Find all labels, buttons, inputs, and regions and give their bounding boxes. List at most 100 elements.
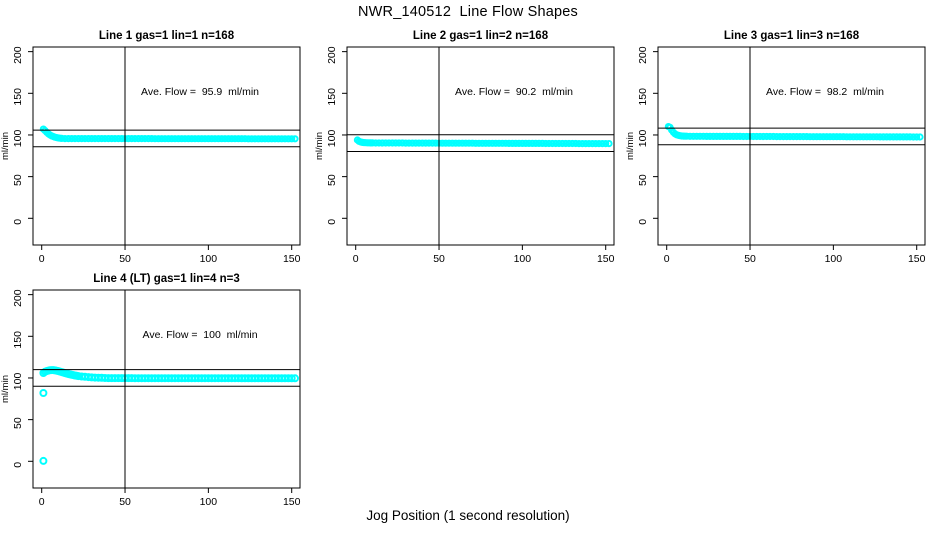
data-point bbox=[408, 139, 416, 147]
data-point bbox=[84, 135, 93, 143]
data-point bbox=[392, 139, 400, 147]
data-point bbox=[839, 133, 848, 141]
panel-1: Line 1 gas=1 lin=1 n=168 0 50 100 150 200 0 50 1… bbox=[0, 30, 301, 265]
data-point bbox=[91, 135, 99, 143]
data-point bbox=[719, 132, 728, 140]
data-point bbox=[231, 135, 239, 143]
y-tick-label: 150 bbox=[637, 88, 649, 106]
data-point bbox=[575, 140, 583, 148]
data-point bbox=[505, 139, 513, 147]
data-point bbox=[372, 139, 380, 147]
data-point bbox=[291, 374, 299, 383]
data-point bbox=[819, 133, 828, 141]
plot-frame bbox=[657, 46, 926, 246]
panel-title: Line 4 (LT) gas=1 lin=4 n=3 bbox=[93, 273, 239, 285]
data-point bbox=[482, 139, 490, 147]
data-point bbox=[763, 132, 771, 141]
data-point bbox=[104, 135, 113, 143]
data-point bbox=[124, 135, 132, 143]
data-point bbox=[568, 139, 577, 148]
data-point bbox=[194, 135, 202, 143]
y-tick-label: 150 bbox=[12, 88, 24, 106]
data-point bbox=[803, 133, 811, 141]
data-point bbox=[743, 132, 751, 141]
data-point bbox=[548, 139, 557, 148]
data-point bbox=[211, 135, 219, 143]
data-point bbox=[238, 135, 246, 143]
data-point bbox=[542, 139, 550, 148]
data-point bbox=[88, 135, 96, 143]
y-tick-label: 50 bbox=[12, 174, 24, 186]
data-point bbox=[402, 139, 410, 147]
x-axis-label: Jog Position (1 second resolution) bbox=[366, 508, 570, 523]
data-point bbox=[224, 135, 232, 143]
data-point bbox=[816, 133, 824, 141]
data-point bbox=[281, 135, 289, 143]
data-point bbox=[592, 140, 600, 148]
data-point bbox=[271, 135, 279, 143]
data-point bbox=[916, 133, 924, 141]
data-point bbox=[118, 135, 126, 143]
y-tick-label: 50 bbox=[637, 174, 649, 186]
x-tick-label: 0 bbox=[353, 253, 359, 265]
x-tick-label: 150 bbox=[597, 253, 615, 265]
data-point bbox=[198, 135, 206, 143]
panel-3: Line 3 gas=1 lin=3 n=168 0 50 100 150 200 0 50 1… bbox=[625, 30, 926, 265]
data-point bbox=[412, 139, 420, 147]
data-point bbox=[221, 135, 229, 143]
data-point bbox=[74, 135, 83, 143]
data-points bbox=[39, 366, 299, 465]
data-point bbox=[602, 140, 610, 148]
x-tick-label: 0 bbox=[39, 496, 45, 508]
data-point bbox=[863, 133, 871, 141]
data-point bbox=[889, 133, 898, 141]
data-point bbox=[726, 132, 734, 140]
data-point bbox=[913, 133, 921, 141]
data-point bbox=[796, 133, 804, 141]
x-tick-label: 50 bbox=[119, 253, 131, 265]
data-point bbox=[709, 132, 718, 140]
data-point bbox=[418, 139, 426, 147]
data-point bbox=[846, 133, 854, 141]
data-point bbox=[71, 135, 79, 143]
plot-frame bbox=[346, 46, 615, 246]
y-tick-label: 150 bbox=[326, 88, 338, 106]
y-axis-label: ml/min bbox=[314, 132, 325, 160]
data-point bbox=[472, 139, 480, 147]
data-point bbox=[108, 135, 116, 143]
data-point bbox=[515, 139, 523, 147]
data-point bbox=[264, 135, 272, 143]
data-point bbox=[769, 132, 778, 141]
data-point bbox=[598, 140, 607, 148]
data-point bbox=[98, 135, 106, 143]
data-point bbox=[829, 133, 838, 141]
data-point bbox=[909, 133, 918, 141]
data-point bbox=[733, 132, 741, 140]
data-point bbox=[683, 132, 691, 140]
data-point bbox=[776, 133, 784, 141]
x-tick-label: 100 bbox=[200, 496, 218, 508]
data-point bbox=[879, 133, 888, 141]
x-tick-label: 100 bbox=[200, 253, 218, 265]
data-point bbox=[158, 135, 166, 143]
data-point bbox=[385, 139, 393, 147]
data-point bbox=[789, 133, 798, 141]
data-point bbox=[101, 135, 109, 143]
data-point bbox=[134, 135, 142, 143]
data-point bbox=[538, 139, 547, 147]
y-tick-label: 200 bbox=[637, 46, 649, 64]
data-point bbox=[462, 139, 470, 147]
data-point bbox=[756, 132, 764, 141]
data-point bbox=[375, 139, 383, 147]
y-tick-label: 50 bbox=[326, 174, 338, 186]
data-point bbox=[699, 132, 708, 140]
data-point bbox=[703, 132, 711, 140]
data-point bbox=[448, 139, 456, 147]
data-point bbox=[806, 133, 814, 141]
ave-flow-annotation: Ave. Flow = 90.2 ml/min bbox=[455, 86, 573, 98]
data-point bbox=[378, 139, 386, 147]
data-point bbox=[843, 133, 851, 141]
x-tick-label: 50 bbox=[433, 253, 445, 265]
